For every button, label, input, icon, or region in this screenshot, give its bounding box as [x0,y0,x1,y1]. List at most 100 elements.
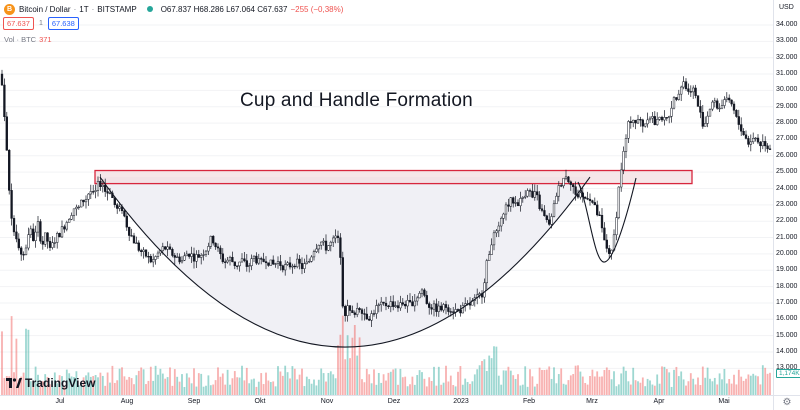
volume-bar [329,371,332,395]
candle-body [567,176,570,183]
tradingview-logo[interactable]: TradingView [6,376,95,390]
y-tick-label: 31.000 [776,70,798,78]
volume-bar [37,374,39,395]
candle-body [296,258,299,268]
volume-bar [495,346,498,395]
currency-label[interactable]: USD [779,4,794,11]
volume-bar [113,382,116,395]
candle-body [94,190,97,192]
x-tick-label: Okt [254,398,266,405]
sell-button[interactable]: 67.637 [3,17,34,30]
volume-bar [435,385,438,395]
candle-body [694,87,697,96]
volume-bar [99,372,102,395]
volume-bar [281,375,284,395]
candle-body [492,232,496,246]
candle-body [368,318,371,321]
candle-body [684,81,688,90]
volume-bar [385,380,387,395]
candle-body [255,255,258,264]
buy-button[interactable]: 67.638 [47,17,79,30]
candle-body [636,119,640,124]
volume-bar [473,374,476,395]
candle-body [420,289,424,294]
volume-bar [428,377,431,395]
candle-body [228,256,232,261]
volume-bar [3,377,6,395]
candle-body [447,307,450,312]
candle-body [620,169,623,188]
candle-body [303,263,306,269]
resistance-zone[interactable] [94,169,693,185]
cup-curve[interactable] [99,176,591,348]
candle-body [99,180,102,187]
volume-bar [641,377,644,395]
volume-bar [675,366,678,395]
volume-bar [238,377,241,395]
volume-bar [154,365,157,395]
volume-bar [401,377,404,395]
volume-bar [421,372,423,395]
symbol-name[interactable]: Bitcoin / Dollar [19,4,71,14]
volume-bar [188,377,191,395]
candle-body [749,141,752,145]
candle-body [408,300,412,303]
handle-curve[interactable] [577,177,637,263]
volume-bar [745,378,747,395]
interval[interactable]: 1T [79,4,89,14]
volume-bar [56,383,59,395]
volume-bar [197,373,200,395]
candle-body [656,119,659,125]
x-tick-label: Aug [120,398,134,405]
volume-bar [224,384,227,395]
volume-bar [363,382,366,395]
candle-body [735,110,738,117]
volume-bar [560,368,563,395]
volume-bar [260,373,263,395]
candle-body [312,251,316,258]
volume-bar [514,378,517,395]
volume-bar [368,374,371,395]
volume-bar [104,385,107,395]
candle-body [692,87,695,93]
volume-bar [217,367,219,395]
candle-body [490,244,493,255]
candle-body [485,260,488,284]
volume-bar [730,383,733,395]
volume-bar [166,377,169,395]
volume-value: 371 [39,35,52,44]
candle-body [586,198,589,200]
candle-body [291,265,294,268]
candle-body [20,247,23,255]
candle-body [48,241,52,248]
volume-bar [27,329,30,395]
candle-body [5,116,8,151]
candle-body [336,235,340,239]
volume-bar [541,369,543,395]
candle-body [668,116,671,118]
volume-bar [603,370,606,395]
volume-bar [73,377,75,395]
annotation-title[interactable]: Cup and Handle Formation [240,90,473,111]
candle-body [152,259,155,263]
volume-bar [457,371,459,395]
candle-body [207,246,210,252]
volume-bar [267,380,270,395]
candle-body [300,263,304,269]
candle-body [173,255,176,258]
volume-bar [394,368,397,395]
volume-legend[interactable]: Vol · BTC 371 [4,35,52,44]
volume-bar [689,373,692,395]
candle-body [320,241,323,246]
volume-bar [735,384,738,395]
candle-body [176,256,179,258]
candle-body [219,247,222,255]
candle-body [183,255,186,261]
gear-icon[interactable]: ⚙ [782,396,792,408]
candle-body [298,258,301,264]
symbol-header[interactable]: B Bitcoin / Dollar · 1T · BITSTAMP O67.8… [4,2,343,16]
candle-body [653,116,656,125]
candle-body [370,313,373,321]
volume-bar [387,372,390,395]
